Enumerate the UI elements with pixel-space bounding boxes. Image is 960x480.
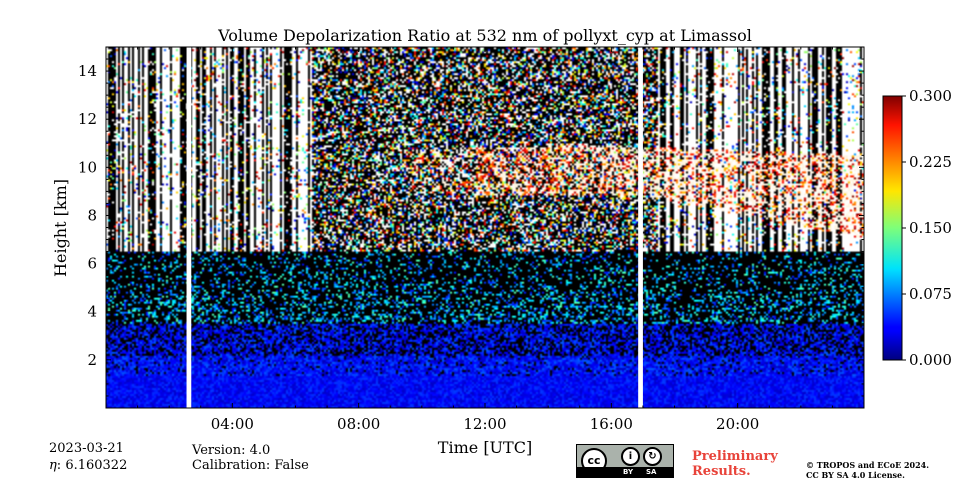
colorbar-tick-label: 0.075	[909, 285, 952, 303]
cc-by-text: BY	[623, 468, 634, 476]
measurement-date: 2023-03-21	[49, 441, 124, 456]
x-tick-label: 08:00	[337, 415, 380, 433]
colorbar	[882, 95, 903, 361]
y-tick-label: 6	[87, 255, 97, 273]
cc-license-badge: cc i ↻ BY SA	[576, 444, 674, 478]
cc-sa-text: SA	[646, 468, 657, 476]
plot-area	[106, 47, 864, 408]
y-tick-label: 8	[87, 206, 97, 224]
depolarization-heatmap	[106, 47, 864, 408]
colorbar-tick-label: 0.300	[909, 87, 952, 105]
x-axis: 04:00 08:00 12:00 16:00 20:00	[105, 47, 865, 433]
license-line1: © TROPOS and ECoE 2024.	[806, 460, 930, 470]
version-label: Version: 4.0	[192, 443, 271, 458]
x-tick-label: 20:00	[716, 415, 759, 433]
by-person-icon: i	[621, 447, 640, 466]
x-axis-label: Time [UTC]	[438, 438, 532, 457]
preliminary-line2: Results.	[692, 464, 751, 479]
colorbar-tick-label: 0.225	[909, 153, 952, 171]
data-gap	[638, 47, 643, 408]
y-tick-label: 14	[78, 62, 97, 80]
eta-value: η: 6.160322	[49, 458, 128, 473]
calibration-label: Calibration: False	[192, 458, 309, 473]
sa-share-icon: ↻	[643, 447, 662, 466]
y-axis: 2 4 6 8 10 12 14	[78, 46, 864, 409]
colorbar-ticks: 0.000 0.075 0.150 0.225 0.300	[902, 87, 952, 369]
x-tick-label: 04:00	[211, 415, 254, 433]
preliminary-line1: Preliminary	[692, 449, 778, 464]
eta-number: 6.160322	[65, 458, 128, 473]
y-tick-label: 10	[78, 158, 97, 176]
colorbar-tick-label: 0.000	[909, 351, 952, 369]
y-tick-label: 12	[78, 110, 97, 128]
y-tick-label: 4	[87, 303, 97, 321]
x-tick-label: 12:00	[463, 415, 506, 433]
license-line2: CC BY SA 4.0 License.	[806, 470, 905, 480]
colorbar-tick-label: 0.150	[909, 219, 952, 237]
y-axis-label: Height [km]	[51, 179, 70, 277]
y-tick-label: 2	[87, 351, 97, 369]
data-gap	[186, 47, 192, 408]
chart-title: Volume Depolarization Ratio at 532 nm of…	[217, 26, 752, 45]
x-tick-label: 16:00	[590, 415, 633, 433]
